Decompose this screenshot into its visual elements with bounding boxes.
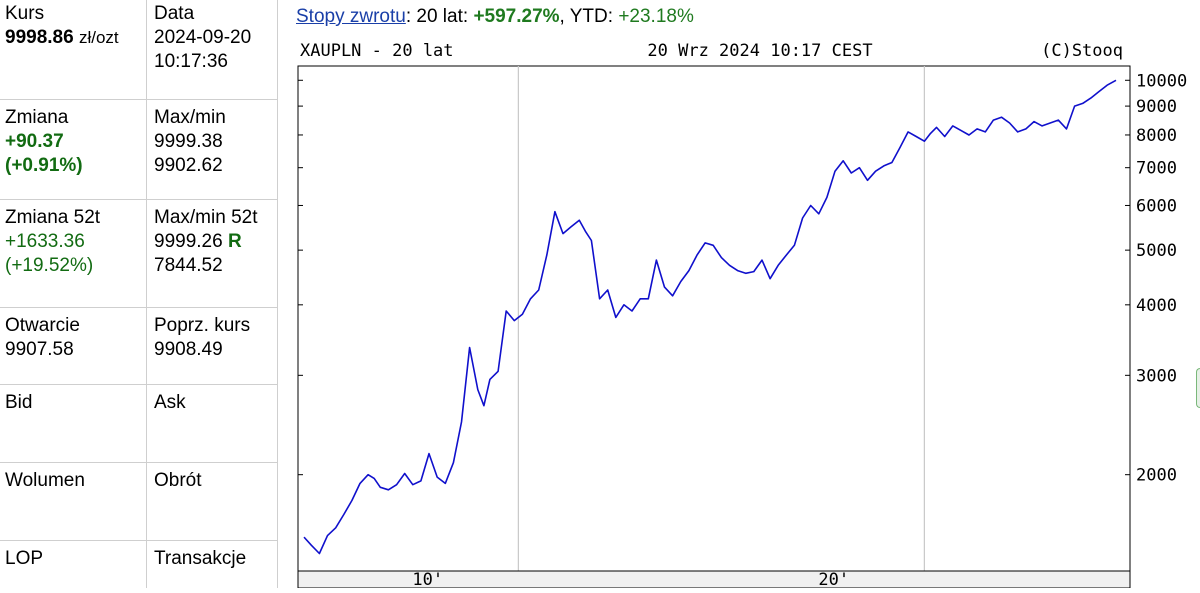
bid-label: Bid [5,392,33,413]
date-value: 2024-09-20 [154,27,252,48]
plot-area [297,65,1131,572]
kurs-value: 9998.86 [5,27,74,48]
maxmin-label: Max/min [154,107,226,128]
y-tick-label: 7000 [1136,159,1177,179]
time-value: 10:17:36 [154,51,228,72]
otwarcie-value: 9907.58 [5,339,74,360]
row-otwarcie: Otwarcie 9907.58 Poprz. kurs 9908.49 [0,308,277,385]
y-tick-label: 9000 [1136,97,1177,117]
zmiana52-pct: (+19.52%) [5,255,94,276]
returns-ytd-text: , YTD: [559,6,619,27]
wolumen-label: Wolumen [5,470,85,491]
y-axis: 2000 3000 4000 5000 6000 7000 8000 9000 10000 [1136,71,1187,485]
chart: XAUPLN - 20 lat 20 Wrz 2024 10:17 CEST (… [6,36,1200,590]
y-tick-label: 2000 [1136,466,1177,486]
side-scroll-tab[interactable] [1196,368,1200,408]
record-badge: R [227,231,242,252]
cell-maxmin: Max/min 9999.38 9902.62 [148,100,277,199]
cell-maxmin52: Max/min 52t 9999.26 R 7844.52 [148,200,277,307]
transakcje-label: Transakcje [154,548,247,569]
row-zmiana: Zmiana +90.37 (+0.91%) Max/min 9999.38 9… [0,100,277,200]
data-label: Data [154,3,195,24]
cell-zmiana52: Zmiana 52t +1633.36 (+19.52%) [0,200,147,307]
cell-otwarcie: Otwarcie 9907.58 [0,308,147,384]
returns-header: Stopy zwrotu: 20 lat: +597.27%, YTD: +23… [296,4,694,32]
returns-period-text: : 20 lat: [405,6,474,27]
min52-value: 7844.52 [154,255,223,276]
returns-link[interactable]: Stopy zwrotu [296,6,406,27]
obrot-label: Obrót [154,470,202,491]
y-tick-label: 6000 [1136,196,1177,216]
cell-wolumen: Wolumen [0,463,147,540]
x-tick-label: 10' [412,570,443,588]
cell-kurs: Kurs 9998.86 zł/ozt [0,0,147,99]
row-lop: LOP Transakcje [0,541,277,588]
returns-period-value: +597.27% [473,6,560,27]
chart-title-center: 20 Wrz 2024 10:17 CEST [647,41,872,61]
row-bid-ask: Bid Ask [0,385,277,463]
lop-label: LOP [5,548,44,569]
cell-lop: LOP [0,541,147,588]
min-value: 9902.62 [154,155,223,176]
ask-label: Ask [154,392,186,413]
zmiana-label: Zmiana [5,107,69,128]
zmiana52-label: Zmiana 52t [5,207,101,228]
cell-zmiana: Zmiana +90.37 (+0.91%) [0,100,147,199]
poprz-label: Poprz. kurs [154,315,251,336]
row-wolumen: Wolumen Obrót [0,463,277,541]
kurs-label: Kurs [5,3,45,24]
row-kurs: Kurs 9998.86 zł/ozt Data 2024-09-20 10:1… [0,0,277,100]
cell-data: Data 2024-09-20 10:17:36 [148,0,277,99]
chart-svg: XAUPLN - 20 lat 20 Wrz 2024 10:17 CEST (… [6,41,1187,590]
maxmin52-label: Max/min 52t [154,207,258,228]
quote-table: Kurs 9998.86 zł/ozt Data 2024-09-20 10:1… [0,0,278,588]
y-tick-label: 3000 [1136,366,1177,386]
cell-ask: Ask [148,385,277,462]
series-layer [303,79,1117,555]
cell-transakcje: Transakcje [148,541,277,588]
y-tick-label: 8000 [1136,126,1177,146]
zmiana-value: +90.37 [5,131,64,152]
row-zmiana52: Zmiana 52t +1633.36 (+19.52%) Max/min 52… [0,200,277,308]
zmiana52-value: +1633.36 [5,231,85,252]
cell-obrot: Obrót [148,463,277,540]
kurs-unit: zł/ozt [78,28,119,47]
y-tick-label: 5000 [1136,241,1177,261]
x-tick-label: 20' [818,570,849,588]
zmiana-pct: (+0.91%) [5,155,83,176]
poprz-value: 9908.49 [154,339,223,360]
chart-title-right: (C)Stooq [1041,41,1123,61]
returns-ytd-value: +23.18% [618,6,694,27]
max-value: 9999.38 [154,131,223,152]
cell-bid: Bid [0,385,147,462]
y-tick-label: 10000 [1136,71,1187,91]
chart-title-left: XAUPLN - 20 lat [300,41,454,61]
y-tick-label: 4000 [1136,296,1177,316]
cell-poprz: Poprz. kurs 9908.49 [148,308,277,384]
price-line [303,79,1117,555]
otwarcie-label: Otwarcie [5,315,80,336]
max52-value: 9999.26 [154,231,223,252]
